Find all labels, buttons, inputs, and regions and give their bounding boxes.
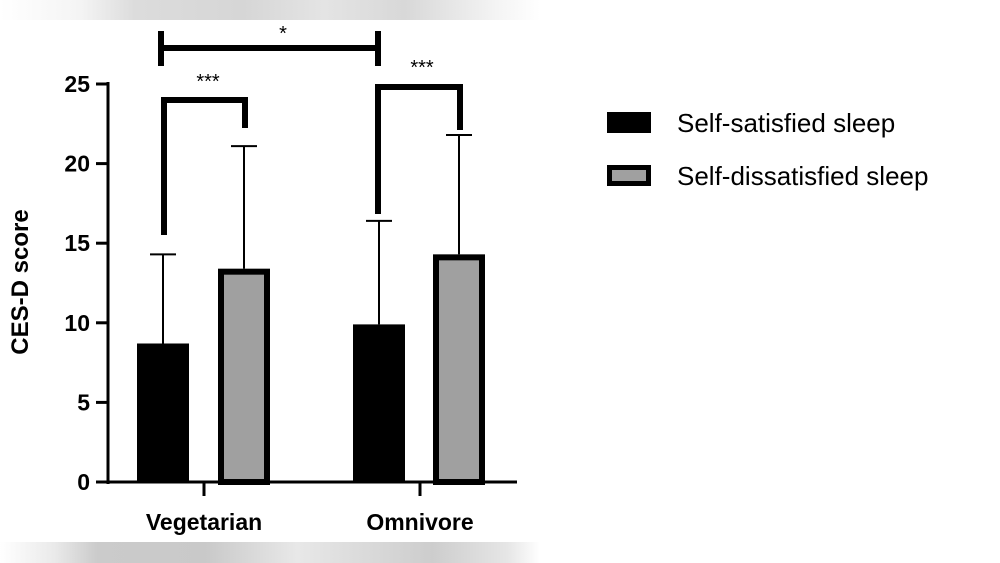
legend-swatch-gray	[607, 165, 651, 186]
significance-brackets: *******	[158, 23, 463, 235]
y-tick-label: 10	[64, 310, 90, 336]
legend-swatch-black	[607, 112, 651, 133]
significance-label: *	[279, 23, 287, 45]
legend-label: Self-dissatisfied sleep	[677, 160, 929, 191]
bar-self-dissatisfied	[218, 268, 270, 485]
y-tick-label: 0	[77, 469, 90, 495]
bars	[137, 133, 485, 485]
y-axis: 0 5 10 15 20 25	[64, 71, 110, 495]
significance-label: ***	[410, 57, 434, 79]
y-tick-label: 20	[64, 151, 90, 177]
x-category-label: Vegetarian	[146, 509, 262, 535]
bottom-blur-band	[0, 542, 540, 563]
y-tick-label: 5	[77, 389, 90, 415]
y-axis-title: CES-D score	[7, 209, 34, 354]
x-category-label: Omnivore	[366, 509, 473, 535]
bar-self-dissatisfied	[433, 254, 485, 485]
legend-label: Self-satisfied sleep	[677, 107, 896, 138]
top-blur-band	[0, 0, 540, 20]
bracket-omnivore	[375, 84, 463, 214]
bar-self-satisfied	[137, 343, 189, 482]
significance-label: ***	[196, 71, 220, 93]
x-axis: Vegetarian Omnivore	[107, 480, 517, 535]
legend: Self-satisfied sleep Self-dissatisfied s…	[607, 96, 928, 202]
legend-item-self-dissatisfied: Self-dissatisfied sleep	[607, 149, 928, 202]
legend-item-self-satisfied: Self-satisfied sleep	[607, 96, 928, 149]
y-tick-label: 25	[64, 71, 90, 97]
bracket-vegetarian	[161, 97, 248, 235]
bar-self-satisfied	[353, 324, 405, 482]
y-tick-label: 15	[64, 230, 90, 256]
